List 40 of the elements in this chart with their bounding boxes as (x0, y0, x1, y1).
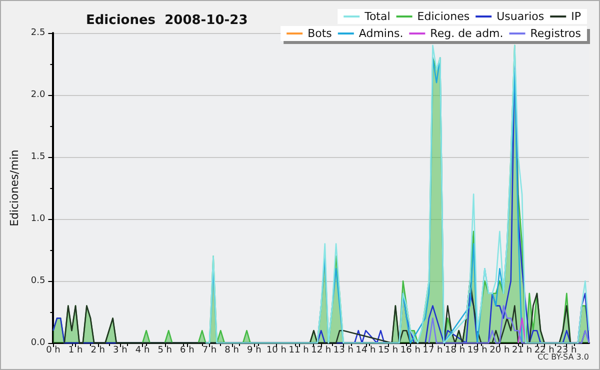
x-tick-label: 15 h (378, 346, 398, 356)
x-tick-label: 0 h (46, 346, 60, 356)
x-tick-label: 18 h (445, 346, 466, 356)
x-tick-label: 7 h (202, 346, 217, 356)
x-tick-label: 8 h (224, 346, 239, 356)
legend-label: Bots (308, 27, 332, 40)
y-axis-title: Ediciones/min (8, 150, 21, 226)
x-tick-label: 11 h (288, 346, 309, 356)
legend-label: Usuarios (496, 10, 544, 23)
line-series (205, 44, 590, 344)
x-tick-label: 13 h (333, 346, 354, 356)
chart-title: Ediciones 2008-10-23 (86, 13, 248, 28)
legend-label: Ediciones (417, 10, 470, 23)
x-tick-label: 20 h (490, 346, 510, 356)
x-tick-label: 10 h (266, 346, 286, 356)
y-tick-label: 2.0 (30, 90, 46, 100)
x-tick-label: 2 h (90, 346, 106, 356)
x-tick-label: 16 h (400, 346, 420, 356)
x-tick-label: 17 h (422, 346, 443, 356)
x-tick-label: 12 h (311, 346, 332, 356)
x-tick-label: 3 h (113, 346, 128, 356)
x-tick-label: 14 h (356, 346, 376, 356)
x-tick-label: 9 h (246, 346, 262, 356)
y-tick-label: 1.0 (30, 214, 46, 224)
legend-label: Reg. de adm. (430, 27, 504, 40)
x-tick-label: 4 h (135, 346, 150, 356)
legend-label: Admins. (358, 27, 404, 40)
legend-label: Registros (530, 27, 582, 40)
legend-label: Total (364, 10, 390, 23)
legend-label: IP (571, 10, 582, 23)
y-tick-label: 2.5 (30, 28, 46, 38)
x-tick-label: 1 h (68, 346, 83, 356)
x-tick-label: 6 h (180, 346, 194, 356)
y-tick-label: 0.0 (30, 338, 46, 348)
y-tick-label: 1.5 (30, 152, 46, 162)
y-tick-label: 0.5 (30, 276, 46, 286)
text: CC BY-SA 3.0 (537, 352, 590, 362)
x-tick-label: 5 h (158, 346, 172, 356)
x-tick-label: 21 h (512, 346, 532, 356)
x-tick-label: 19 h (467, 346, 488, 356)
